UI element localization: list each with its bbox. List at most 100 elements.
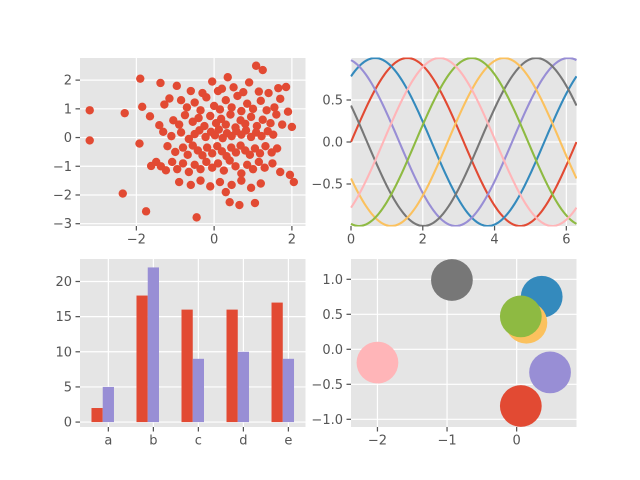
green-circle [499,295,542,338]
data-point [216,114,226,123]
y-tick-label: 0 [64,416,72,431]
data-point [178,158,188,168]
purple-circle [528,351,571,394]
data-layer [356,259,571,427]
data-point [118,188,127,198]
data-point [178,142,188,152]
data-point [241,119,250,128]
data-point [245,150,255,159]
bar [226,309,238,423]
data-point [186,180,196,189]
data-point [274,83,283,92]
scatter-plot: −2 0 2 −3 −2 −1 0 1 2 [53,57,306,247]
data-point [248,164,258,173]
data-point [167,157,177,166]
data-point [161,165,171,174]
data-point [196,164,205,173]
data-point [213,158,223,168]
data-point [256,178,265,188]
data-point [246,112,256,121]
data-point [254,157,264,166]
data-point [85,135,94,145]
sine-curve [350,57,577,226]
data-point [237,168,246,178]
data-point [244,77,254,87]
data-point [231,147,241,157]
data-point [202,92,211,102]
data-point [289,177,299,186]
y-tick-label: −3 [53,217,72,232]
y-tick-label: −1 [53,159,72,174]
data-point [190,97,199,107]
x-tick-label: −1 [437,434,456,449]
x-tick-label: 4 [490,232,498,247]
data-point [215,177,225,186]
data-point [135,138,144,148]
data-point [120,108,129,117]
sine-curve [350,57,577,226]
bar [181,309,193,423]
tick-labels: 0 2 4 6 −0.5 0.0 0.5 [311,93,570,247]
data-point [246,183,256,192]
scatter-plot-svg: −2 0 2 −3 −2 −1 0 1 2 [53,57,306,247]
y-tick-label: 0.0 [322,135,343,150]
sine-plot-svg: 0 2 4 6 −0.5 0.0 0.5 [311,57,577,247]
x-tick-label: e [284,434,292,449]
y-tick-label: 0 [64,131,72,146]
x-tick-label: 0 [512,434,520,449]
data-point [221,95,230,104]
sine-curve [350,57,577,226]
data-point [182,102,192,112]
x-tick-label: 2 [418,232,426,247]
data-point [270,102,279,112]
data-point [146,161,156,170]
data-point [195,125,204,135]
data-point [242,98,252,108]
data-point [85,105,94,114]
bar-series [91,295,283,423]
data-point [172,164,182,173]
data-point [165,93,174,103]
y-tick-label: −2 [53,188,72,203]
data-point [258,115,267,124]
bar-chart-svg: a b c d e 0 5 10 15 20 [55,259,306,449]
data-point [257,131,266,140]
y-tick-label: 1.0 [322,273,343,288]
y-tick-label: 1 [64,102,72,117]
data-point [225,155,234,165]
y-tick-label: 0.5 [322,93,343,108]
data-point [221,119,230,129]
x-tick-label: d [239,434,247,449]
data-point [237,175,246,185]
tick-marks [75,280,290,432]
data-point [192,212,201,222]
data-point [155,120,164,129]
data-point [171,147,180,156]
x-tick-label: 0 [346,232,354,247]
y-tick-label: 20 [55,275,72,290]
data-point [260,163,269,172]
y-tick-label: −1.0 [311,413,343,428]
data-point [217,84,227,93]
data-point [272,109,281,119]
data-point [184,134,194,143]
grouped-bar-chart: a b c d e 0 5 10 15 20 [55,259,306,449]
data-point [268,158,277,168]
data-point [206,111,215,120]
data-point [251,61,261,70]
tick-marks [346,98,567,230]
data-point [145,111,155,120]
sine-curve [350,57,577,226]
data-point [225,197,234,206]
data-point [262,105,271,114]
tick-marks [75,78,293,230]
bar [282,358,295,423]
data-point [156,78,165,87]
data-point [174,119,184,129]
data-point [207,76,217,86]
data-point [269,129,278,139]
data-point [202,142,212,152]
data-point [174,177,184,186]
sine-curve [350,57,577,226]
data-point [198,150,207,160]
